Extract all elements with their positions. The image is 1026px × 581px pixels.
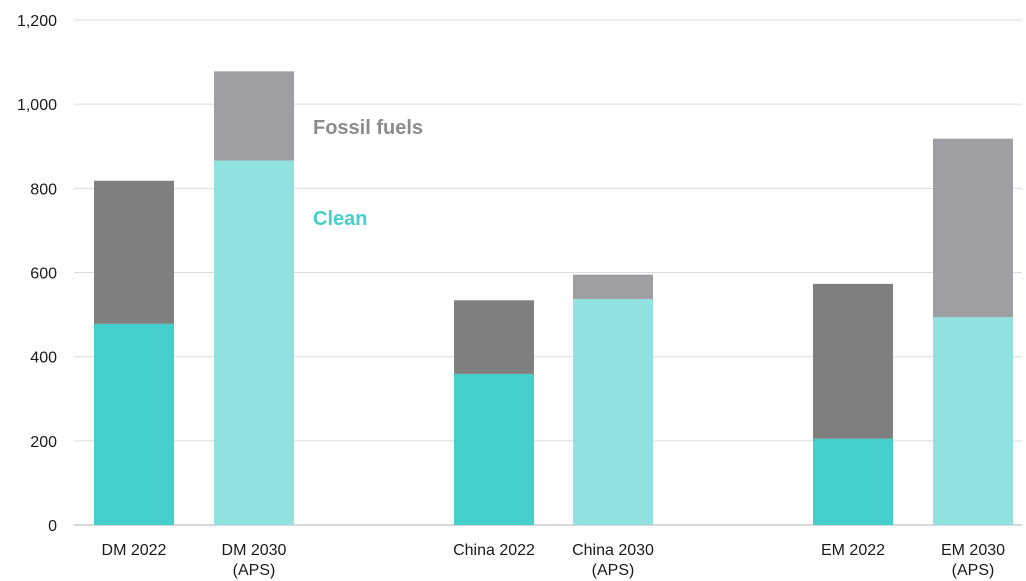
x-axis: DM 2022 DM 2030 (APS) China 2022 China 2030 (… (102, 542, 1006, 579)
bar-segment-fossil-fuels (94, 180, 174, 324)
y-tick-label: 200 (30, 434, 57, 451)
bar-segment-fossil-fuels (573, 274, 653, 300)
y-tick-label: 1,200 (17, 13, 57, 30)
x-tick-label-line2: (APS) (233, 562, 276, 579)
x-tick-label: EM 2030 (941, 542, 1005, 559)
legend-label-fossil-fuels: Fossil fuels (313, 117, 423, 139)
bar-segment-clean (454, 373, 534, 525)
bar-segment-clean (573, 299, 653, 525)
bar-segment-clean (933, 317, 1013, 525)
bar-segment-fossil-fuels (933, 138, 1013, 318)
x-tick-label-line2: (APS) (592, 562, 635, 579)
legend: Fossil fuels Clean (313, 117, 423, 230)
legend-label-clean: Clean (313, 208, 367, 230)
y-tick-label: 0 (48, 518, 57, 535)
y-tick-label: 800 (30, 181, 57, 198)
x-tick-label-line2: (APS) (952, 562, 995, 579)
bar-segment-clean (94, 323, 174, 525)
x-tick-label: DM 2030 (222, 542, 287, 559)
x-tick-label: EM 2022 (821, 542, 885, 559)
bar-segment-clean (813, 438, 893, 525)
x-tick-label: China 2022 (453, 542, 535, 559)
y-tick-label: 1,000 (17, 97, 57, 114)
y-axis: 0 200 400 600 800 1,000 1,200 (17, 13, 57, 535)
bar-segment-clean (214, 160, 294, 525)
y-tick-label: 400 (30, 350, 57, 367)
bar-segment-fossil-fuels (813, 283, 893, 439)
x-tick-label: China 2030 (572, 542, 654, 559)
bar-segment-fossil-fuels (214, 71, 294, 161)
x-tick-label: DM 2022 (102, 542, 167, 559)
bar-segment-fossil-fuels (454, 300, 534, 374)
y-tick-label: 600 (30, 266, 57, 283)
bars (94, 71, 1013, 525)
